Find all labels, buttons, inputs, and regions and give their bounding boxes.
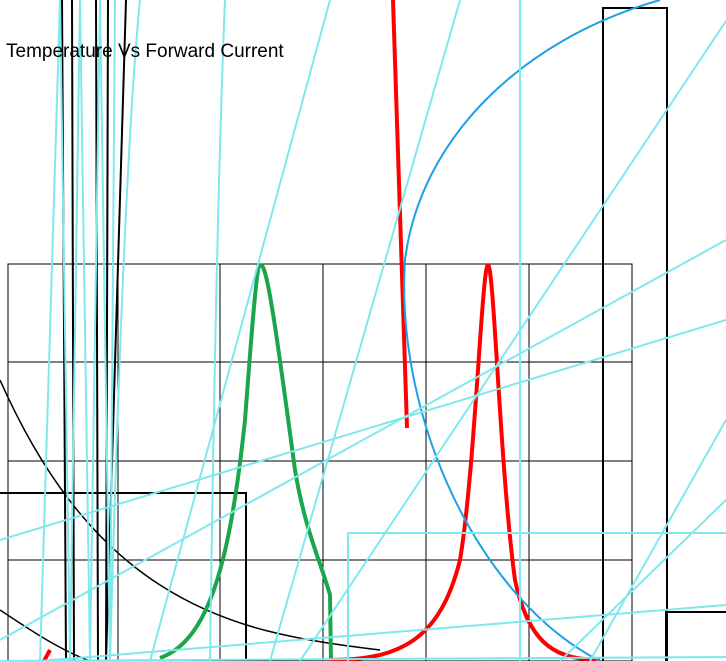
cyan-line bbox=[299, 19, 726, 661]
cyan-line bbox=[209, 0, 226, 661]
cyan-line bbox=[149, 0, 331, 661]
blue-curve bbox=[403, 0, 661, 661]
title: Temperature Vs Forward Current bbox=[6, 41, 284, 62]
red-mark bbox=[42, 649, 52, 661]
grid-frame bbox=[7, 263, 633, 661]
cyan-line bbox=[589, 419, 726, 661]
cyan-line bbox=[559, 499, 726, 661]
cyan-line bbox=[109, 0, 141, 661]
frame-line bbox=[105, 0, 127, 661]
cyan-frame bbox=[347, 532, 726, 661]
green-curve bbox=[159, 262, 333, 661]
cyan-line bbox=[0, 656, 726, 661]
cyan-line bbox=[39, 0, 116, 661]
cyan-line bbox=[269, 0, 461, 661]
frame bbox=[0, 492, 247, 661]
cyan-line bbox=[39, 604, 726, 661]
cyan-line bbox=[0, 319, 726, 541]
frame-line bbox=[71, 0, 75, 661]
cyan-line bbox=[0, 239, 726, 641]
frame bbox=[665, 611, 726, 661]
frame-line bbox=[95, 0, 99, 661]
red-line bbox=[391, 0, 409, 429]
